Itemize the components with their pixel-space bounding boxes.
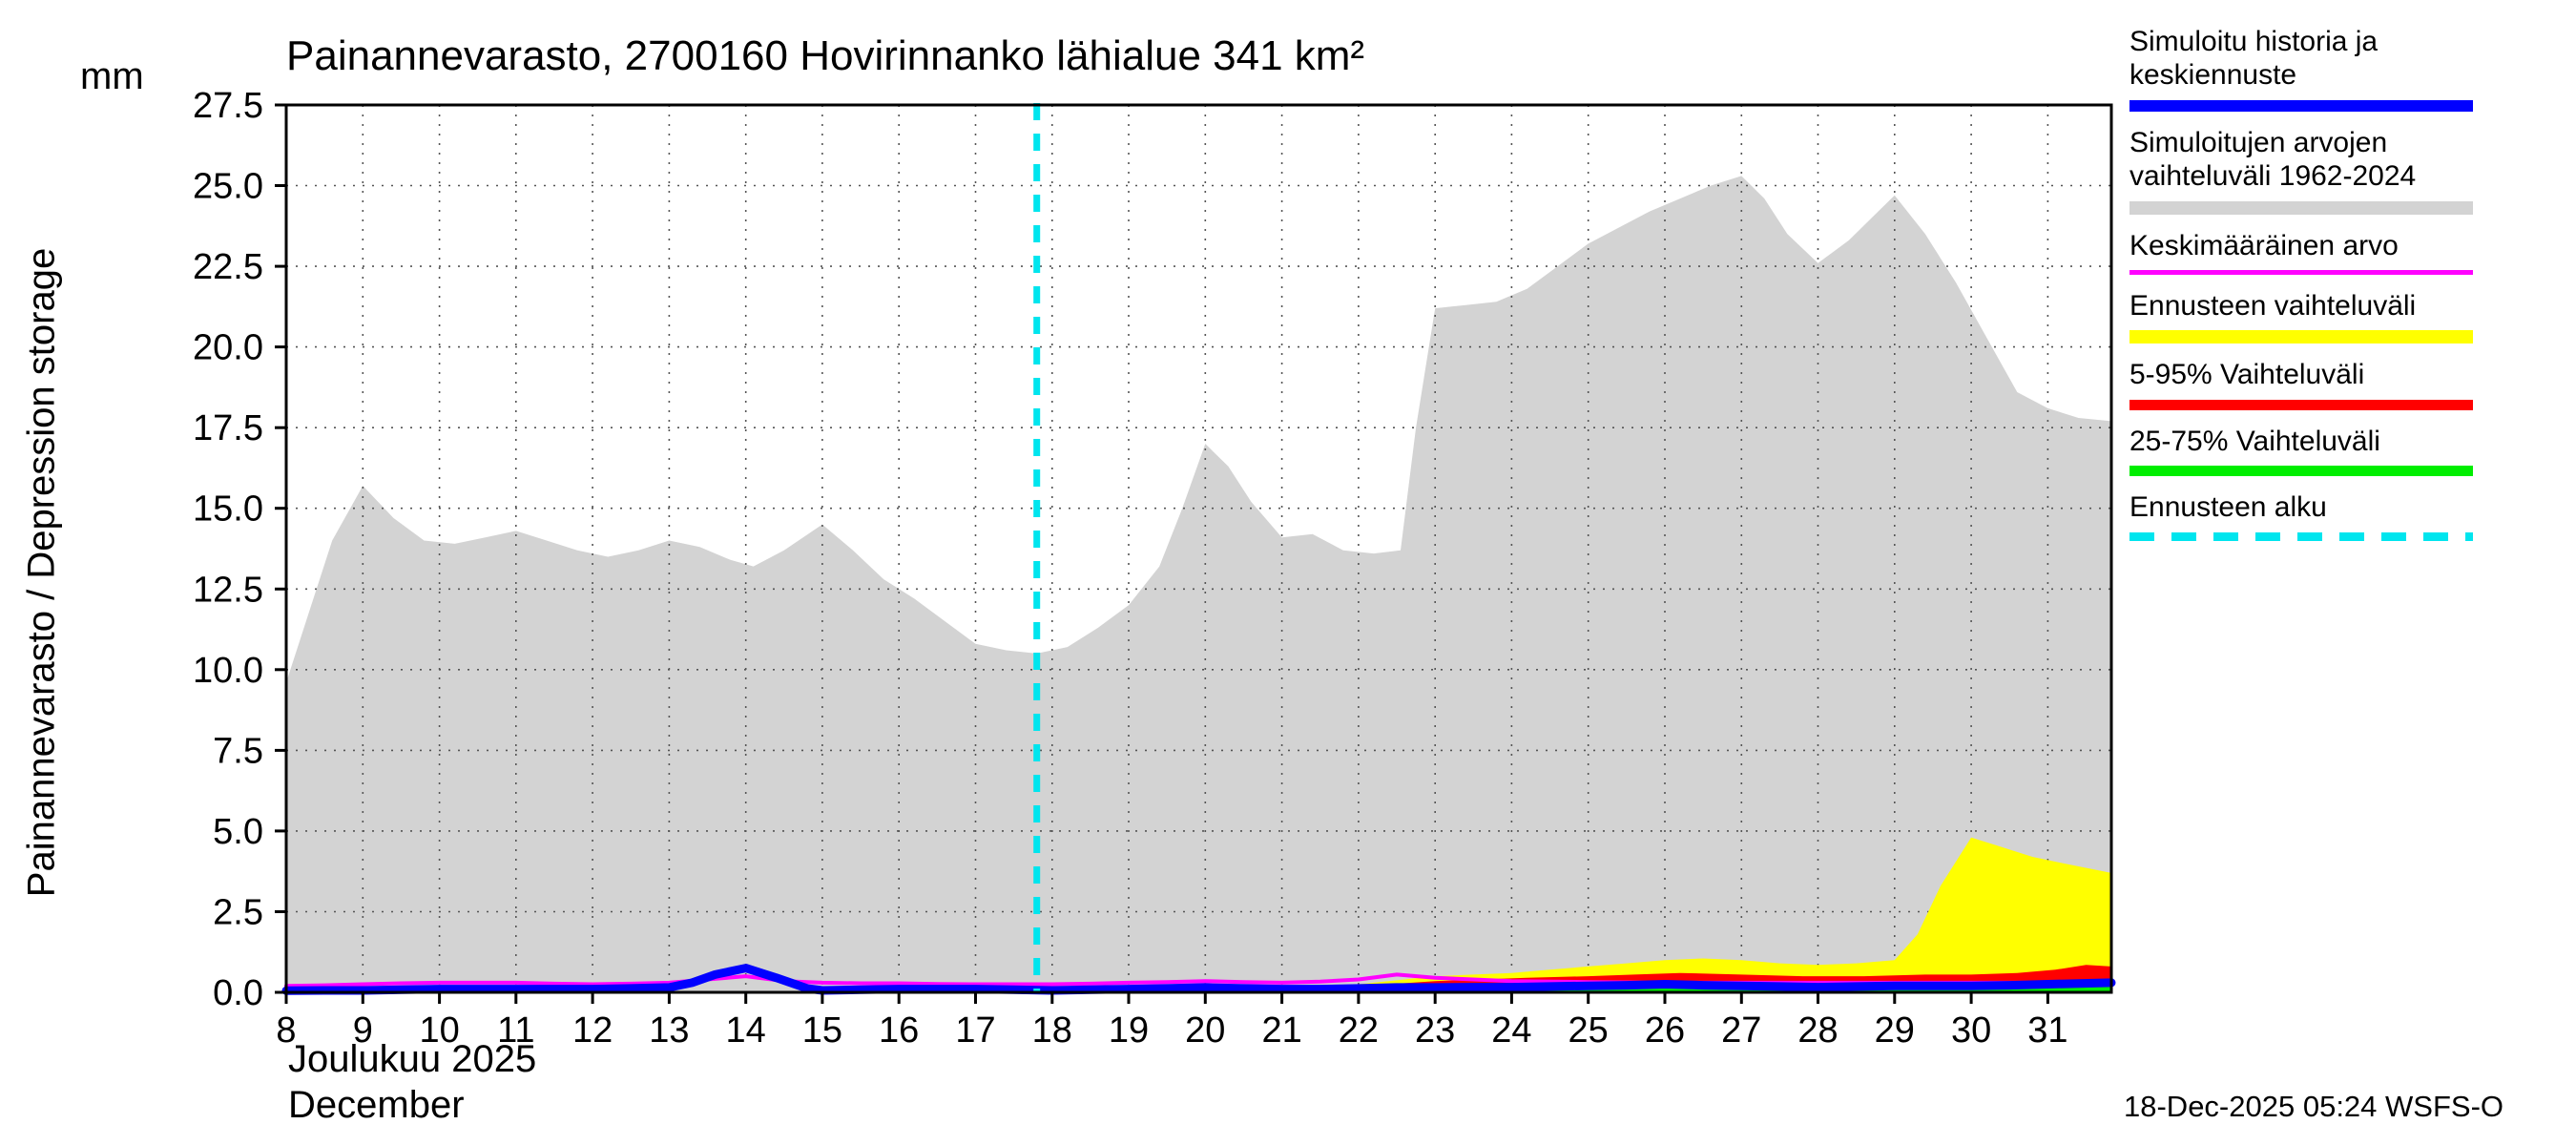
y-tick-label: 5.0 <box>213 812 263 852</box>
x-tick-label: 23 <box>1415 1010 1455 1051</box>
legend-swatch-solid-line <box>2129 466 2473 477</box>
plot-border <box>284 103 2113 994</box>
y-tick-label: 27.5 <box>193 86 263 126</box>
legend-item: Simuloitujen arvojen vaihteluväli 1962-2… <box>2129 126 2473 215</box>
legend-item: Ennusteen alku <box>2129 490 2473 541</box>
x-tick-label: 14 <box>726 1010 766 1051</box>
y-tick-label: 2.5 <box>213 893 263 933</box>
x-tick-label: 18 <box>1032 1010 1072 1051</box>
x-tick-label: 28 <box>1797 1010 1838 1051</box>
legend-item: 25-75% Vaihteluväli <box>2129 425 2473 477</box>
legend-label: 5-95% Vaihteluväli <box>2129 359 2365 391</box>
y-tick-label: 20.0 <box>193 328 263 368</box>
x-tick-label: 21 <box>1261 1010 1301 1051</box>
x-tick-label: 24 <box>1491 1010 1531 1051</box>
y-tick-label: 7.5 <box>213 731 263 771</box>
x-tick-label: 25 <box>1568 1010 1609 1051</box>
area-history-range <box>286 176 2111 992</box>
x-axis-label-finnish: Joulukuu 2025 <box>288 1038 537 1080</box>
y-tick-label: 10.0 <box>193 651 263 691</box>
legend-swatch-solid-line <box>2129 200 2473 215</box>
x-tick-label: 13 <box>649 1010 689 1051</box>
y-tick-label: 25.0 <box>193 167 263 207</box>
x-tick-label: 27 <box>1721 1010 1761 1051</box>
chart-title: Painannevarasto, 2700160 Hovirinnanko lä… <box>286 32 1365 79</box>
legend-label: Simuloitu historia ja keskiennuste <box>2129 26 2379 92</box>
legend-swatch-solid-line <box>2129 399 2473 410</box>
chart-legend: Simuloitu historia ja keskiennuste Simulo… <box>2129 25 2473 555</box>
legend-item: Keskimääräinen arvo <box>2129 229 2473 275</box>
x-tick-label: 15 <box>802 1010 842 1051</box>
y-tick-label: 12.5 <box>193 570 263 610</box>
y-tick-label: 0.0 <box>213 973 263 1013</box>
x-axis-label-english: December <box>288 1084 465 1126</box>
x-tick-label: 30 <box>1951 1010 1991 1051</box>
legend-label: Ennusteen alku <box>2129 491 2327 524</box>
x-tick-label: 26 <box>1645 1010 1685 1051</box>
legend-label: Keskimääräinen arvo <box>2129 229 2399 261</box>
x-tick-label: 20 <box>1185 1010 1225 1051</box>
x-tick-label: 10 <box>419 1010 459 1051</box>
legend-swatch-solid-line <box>2129 99 2473 112</box>
x-tick-label: 12 <box>572 1010 613 1051</box>
x-tick-label: 11 <box>497 1010 534 1051</box>
x-tick-label: 17 <box>955 1010 995 1051</box>
y-tick-label: 22.5 <box>193 247 263 287</box>
y-tick-label: 15.0 <box>193 489 263 530</box>
legend-item: Simuloitu historia ja keskiennuste <box>2129 25 2473 112</box>
x-tick-label: 19 <box>1109 1010 1149 1051</box>
line-simulated-history <box>281 964 2116 995</box>
legend-swatch-dashed-line <box>2129 531 2473 541</box>
timestamp-label: 18-Dec-2025 05:24 WSFS-O <box>2124 1090 2504 1123</box>
x-tick-label: 29 <box>1875 1010 1915 1051</box>
x-tick-label: 8 <box>276 1010 296 1051</box>
legend-item: Ennusteen vaihteluväli <box>2129 289 2473 344</box>
x-tick-label: 16 <box>879 1010 919 1051</box>
legend-label: 25-75% Vaihteluväli <box>2129 425 2380 457</box>
legend-label: Simuloitujen arvojen vaihteluväli 1962-2… <box>2129 126 2417 193</box>
legend-item: 5-95% Vaihteluväli <box>2129 358 2473 410</box>
legend-swatch-solid-line <box>2129 269 2473 275</box>
legend-label: Ennusteen vaihteluväli <box>2129 289 2417 322</box>
x-tick-label: 22 <box>1339 1010 1379 1051</box>
legend-swatch-solid-line <box>2129 330 2473 344</box>
x-tick-label: 9 <box>353 1010 373 1051</box>
y-axis-unit: mm <box>80 55 144 97</box>
x-tick-label: 31 <box>2027 1010 2067 1051</box>
y-tick-label: 17.5 <box>193 408 263 448</box>
area-forecast-range <box>1342 837 2111 992</box>
